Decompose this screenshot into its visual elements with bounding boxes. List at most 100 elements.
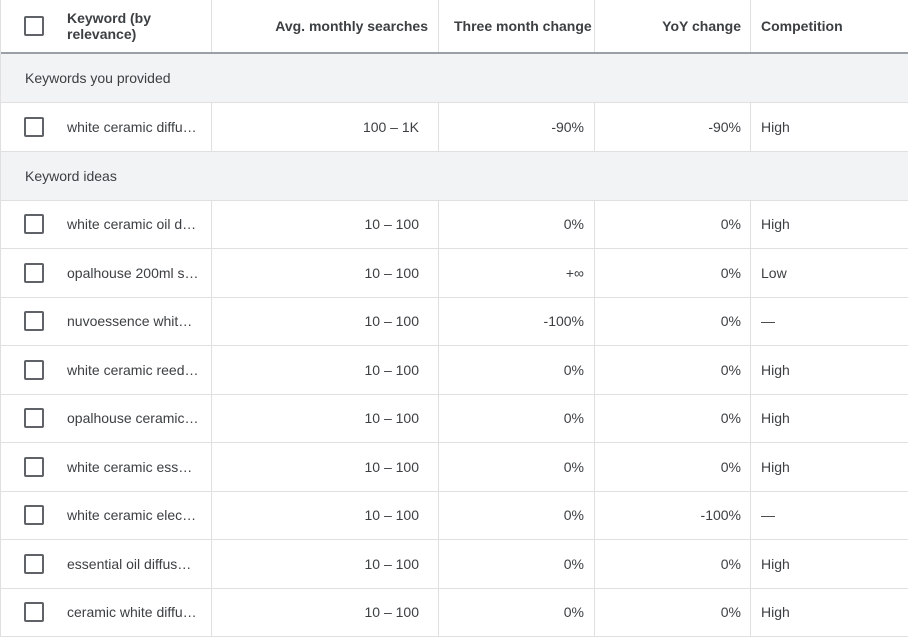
three-month-change-cell: -90% [439,103,595,151]
row-checkbox[interactable] [24,311,44,331]
avg-monthly-searches-value: 10 – 100 [365,410,420,426]
row-checkbox[interactable] [24,360,44,380]
competition-cell: High [751,201,907,249]
competition-cell: High [751,589,907,637]
row-checkbox-cell [1,103,57,151]
section-header-provided: Keywords you provided [1,54,908,103]
keyword-cell[interactable]: white ceramic diffu… [57,103,212,151]
avg-monthly-searches-cell: 100 – 1K [212,103,439,151]
competition-value: High [761,410,790,426]
yoy-change-cell: -90% [595,103,751,151]
column-header-avg-monthly-searches[interactable]: Avg. monthly searches [212,0,439,52]
avg-monthly-searches-cell: 10 – 100 [212,492,439,540]
competition-cell: High [751,103,907,151]
keyword-text: nuvoessence white … [67,313,199,329]
yoy-change-value: 0% [721,313,741,329]
three-month-change-cell: +∞ [439,249,595,297]
row-checkbox[interactable] [24,117,44,137]
table-row: ceramic white diffu… 10 – 100 0% 0% High [1,589,908,637]
three-month-change-cell: 0% [439,589,595,637]
keyword-cell[interactable]: nuvoessence white … [57,298,212,346]
keyword-text: ceramic white diffu… [67,604,197,620]
keyword-cell[interactable]: white ceramic oil di… [57,201,212,249]
yoy-change-value: 0% [721,362,741,378]
three-month-change-value: +∞ [566,265,584,281]
three-month-change-value: 0% [564,410,584,426]
column-header-competition[interactable]: Competition [751,0,907,52]
avg-monthly-searches-cell: 10 – 100 [212,443,439,491]
keyword-text: white ceramic diffu… [67,119,197,135]
avg-monthly-searches-value: 10 – 100 [365,507,420,523]
column-header-yoy-change[interactable]: YoY change [595,0,751,52]
avg-monthly-searches-cell: 10 – 100 [212,249,439,297]
avg-monthly-searches-cell: 10 – 100 [212,298,439,346]
row-checkbox[interactable] [24,408,44,428]
row-checkbox-cell [1,249,57,297]
row-checkbox-cell [1,395,57,443]
competition-cell: High [751,540,907,588]
keyword-text: opalhouse ceramic … [67,410,199,426]
competition-value: High [761,459,790,475]
yoy-change-value: 0% [721,556,741,572]
select-all-checkbox[interactable] [24,16,44,36]
avg-monthly-searches-value: 10 – 100 [365,459,420,475]
avg-monthly-searches-cell: 10 – 100 [212,395,439,443]
table-row: essential oil diffuse… 10 – 100 0% 0% Hi… [1,540,908,589]
avg-monthly-searches-cell: 10 – 100 [212,201,439,249]
avg-monthly-searches-cell: 10 – 100 [212,346,439,394]
table-row: opalhouse ceramic … 10 – 100 0% 0% High [1,395,908,444]
row-checkbox-cell [1,201,57,249]
keyword-cell[interactable]: opalhouse ceramic … [57,395,212,443]
keyword-text: white ceramic elect… [67,507,199,523]
column-header-three-month-change[interactable]: Three month change [439,0,595,52]
three-month-change-value: -100% [544,313,584,329]
keyword-cell[interactable]: essential oil diffuse… [57,540,212,588]
row-checkbox[interactable] [24,505,44,525]
column-header-keyword[interactable]: Keyword (by relevance) [57,0,212,52]
row-checkbox[interactable] [24,263,44,283]
three-month-change-cell: 0% [439,492,595,540]
keyword-cell[interactable]: white ceramic elect… [57,492,212,540]
three-month-change-value: 0% [564,604,584,620]
keyword-cell[interactable]: ceramic white diffu… [57,589,212,637]
keyword-text: essential oil diffuse… [67,556,199,572]
competition-cell: High [751,443,907,491]
three-month-change-cell: 0% [439,443,595,491]
yoy-change-cell: 0% [595,443,751,491]
row-checkbox[interactable] [24,457,44,477]
avg-monthly-searches-value: 10 – 100 [365,216,420,232]
yoy-change-cell: 0% [595,249,751,297]
yoy-change-value: 0% [721,459,741,475]
competition-cell: High [751,395,907,443]
row-checkbox[interactable] [24,602,44,622]
competition-value: — [761,313,775,329]
three-month-change-cell: 0% [439,540,595,588]
three-month-change-cell: 0% [439,395,595,443]
table-row: white ceramic diffu… 100 – 1K -90% -90% … [1,103,908,152]
three-month-change-cell: 0% [439,346,595,394]
row-checkbox[interactable] [24,554,44,574]
avg-monthly-searches-value: 10 – 100 [365,556,420,572]
avg-monthly-searches-value: 10 – 100 [365,313,420,329]
avg-monthly-searches-cell: 10 – 100 [212,589,439,637]
table-row: white ceramic oil di… 10 – 100 0% 0% Hig… [1,201,908,250]
keyword-cell[interactable]: white ceramic esse… [57,443,212,491]
row-checkbox-cell [1,346,57,394]
yoy-change-value: 0% [721,410,741,426]
section-label-ideas: Keyword ideas [1,168,117,184]
yoy-change-value: 0% [721,216,741,232]
competition-value: High [761,556,790,572]
avg-monthly-searches-value: 10 – 100 [365,362,420,378]
column-header-competition-label: Competition [761,18,843,34]
yoy-change-value: 0% [721,604,741,620]
avg-monthly-searches-cell: 10 – 100 [212,540,439,588]
table-row: nuvoessence white … 10 – 100 -100% 0% — [1,298,908,347]
keyword-cell[interactable]: white ceramic reed … [57,346,212,394]
three-month-change-value: -90% [551,119,584,135]
competition-value: High [761,604,790,620]
yoy-change-value: -100% [701,507,741,523]
three-month-change-value: 0% [564,507,584,523]
row-checkbox[interactable] [24,214,44,234]
keyword-cell[interactable]: opalhouse 200ml s… [57,249,212,297]
